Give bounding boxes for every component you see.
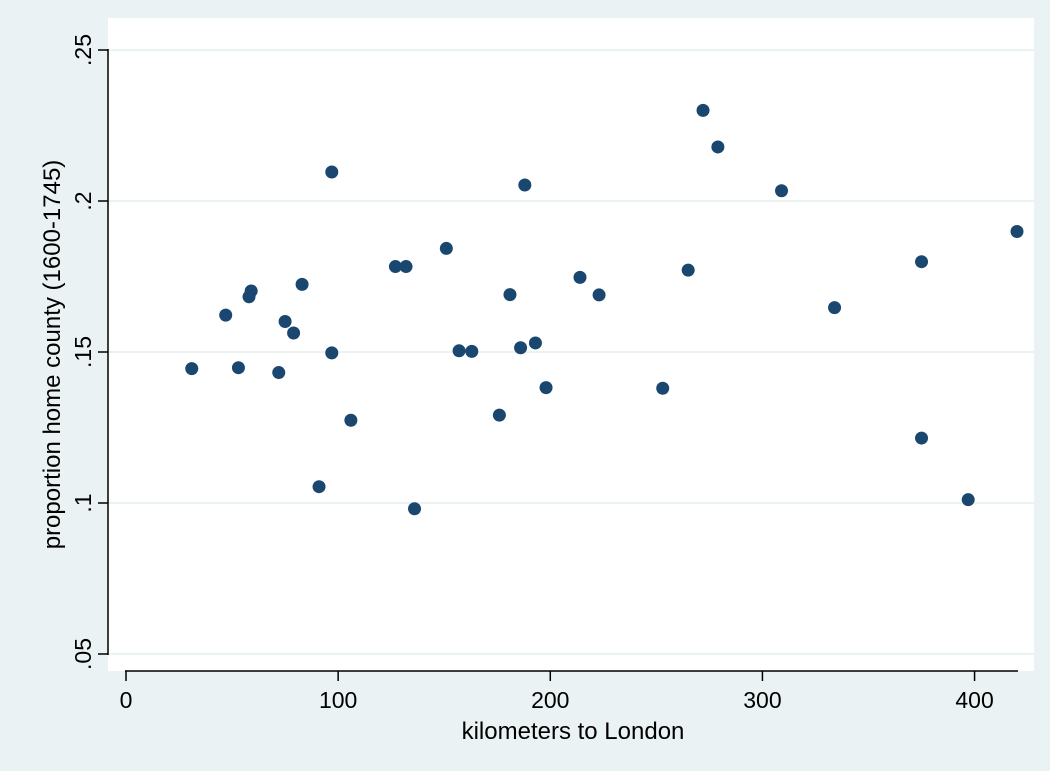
x-axis-ticks: 0 100 200 300 400 [120, 671, 994, 713]
y-tick-label-0: .05 [70, 638, 96, 670]
data-point-33 [915, 255, 929, 269]
data-point-24 [539, 381, 553, 395]
data-point-30 [711, 140, 725, 154]
y-axis-ticks: .05 .1 .15 .2 .25 [70, 34, 108, 670]
data-point-28 [681, 263, 695, 277]
x-tick-label-2: 200 [531, 687, 569, 713]
data-point-25 [573, 270, 587, 284]
data-point-11 [325, 165, 339, 179]
data-point-34 [915, 431, 929, 445]
data-point-36 [1010, 225, 1024, 239]
data-point-23 [528, 336, 542, 350]
data-point-16 [439, 241, 453, 255]
data-point-22 [518, 178, 532, 192]
x-tick-label-4: 400 [955, 687, 993, 713]
data-points [185, 103, 1024, 516]
plot-area [108, 18, 1034, 671]
x-axis-title: kilometers to London [462, 718, 685, 745]
data-point-17 [452, 344, 466, 358]
data-point-20 [503, 288, 517, 302]
data-point-32 [828, 301, 842, 315]
data-point-13 [388, 260, 402, 274]
data-point-35 [961, 493, 975, 507]
data-point-19 [492, 408, 506, 422]
data-point-12 [344, 413, 358, 427]
x-tick-label-3: 300 [743, 687, 781, 713]
data-point-26 [592, 288, 606, 302]
data-point-5 [272, 366, 286, 380]
data-point-29 [696, 103, 710, 117]
data-point-8 [295, 277, 309, 291]
y-tick-label-4: .25 [70, 34, 96, 66]
data-point-9 [312, 480, 326, 494]
data-point-14 [399, 260, 413, 274]
data-point-31 [775, 184, 789, 198]
y-tick-label-3: .2 [70, 191, 96, 210]
data-point-0 [185, 362, 199, 376]
y-tick-label-2: .15 [70, 336, 96, 368]
y-axis-title: proportion home county (1600-1745) [39, 160, 66, 550]
x-tick-label-1: 100 [319, 687, 357, 713]
x-tick-label-0: 0 [120, 687, 133, 713]
data-point-18 [465, 344, 479, 358]
y-tick-label-1: .1 [70, 493, 96, 512]
data-point-1 [219, 308, 233, 322]
data-point-21 [514, 341, 528, 355]
data-point-7 [287, 326, 301, 340]
data-point-2 [231, 361, 245, 375]
data-point-6 [278, 314, 292, 328]
data-point-27 [656, 381, 670, 395]
data-point-10 [325, 346, 339, 360]
data-point-15 [408, 502, 422, 516]
data-point-4 [244, 284, 258, 298]
gridlines [108, 49, 1034, 655]
